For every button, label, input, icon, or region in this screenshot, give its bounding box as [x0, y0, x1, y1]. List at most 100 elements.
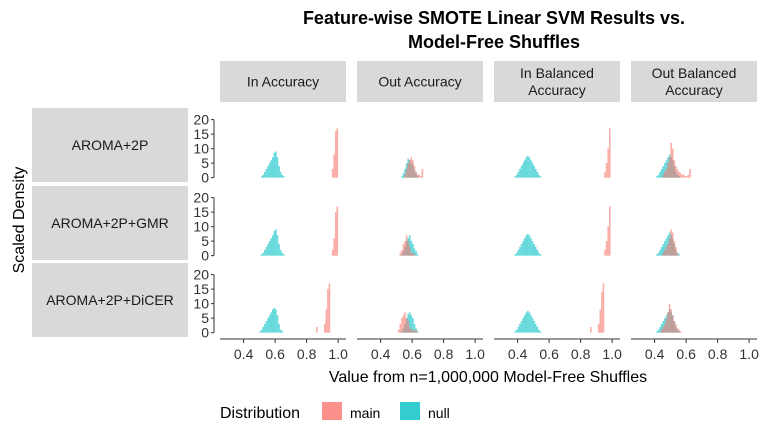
null-bar: [533, 244, 535, 256]
column-strip-box: [220, 61, 346, 102]
main-bar: [667, 312, 669, 333]
main-bar: [687, 174, 690, 178]
y-tick-label: 10: [193, 296, 209, 312]
main-bar: [604, 171, 606, 178]
y-tick-label: 0: [201, 248, 209, 264]
row-strip-box: [32, 186, 188, 260]
null-bar: [531, 318, 534, 333]
null-bar: [660, 323, 663, 333]
histogram-panel: [260, 128, 339, 178]
main-bar: [328, 283, 331, 333]
x-tick-label: 0.8: [434, 346, 454, 362]
null-bar: [678, 254, 680, 256]
column-strip-label: Out Balanced: [652, 65, 737, 81]
null-bar: [273, 152, 276, 178]
null-bar: [259, 331, 261, 333]
histogram-panel: [514, 283, 605, 333]
null-bar: [657, 174, 660, 178]
column-strip-box: [631, 61, 757, 102]
null-bar: [519, 168, 521, 178]
null-bar: [413, 248, 416, 256]
histogram-panel: [656, 229, 680, 256]
main-bar: [608, 206, 611, 256]
main-bar: [415, 171, 417, 178]
main-bar: [668, 303, 671, 333]
main-bar: [664, 171, 666, 178]
main-bar: [408, 326, 411, 333]
null-bar: [528, 235, 531, 256]
null-bar: [278, 166, 280, 178]
legend: Distribution main null: [220, 402, 450, 422]
null-bar: [520, 321, 523, 333]
x-tick-label: 0.8: [297, 346, 317, 362]
null-bar: [520, 166, 523, 178]
main-bar: [673, 160, 676, 178]
main-bar: [405, 235, 408, 256]
x-tick-label: 0.6: [402, 346, 422, 362]
x-tick-label: 1.0: [602, 346, 622, 362]
legend-key-main: [322, 402, 342, 420]
null-bar: [522, 241, 524, 256]
main-bar: [670, 229, 672, 256]
null-bar: [413, 323, 416, 333]
null-bar: [525, 312, 528, 333]
main-bar: [662, 326, 665, 333]
column-strip-label: Accuracy: [665, 82, 723, 98]
histogram-panel: [401, 157, 424, 178]
main-bar: [336, 206, 339, 256]
row-strip-box: [32, 108, 188, 182]
main-bar: [597, 323, 600, 333]
null-bar: [523, 160, 526, 178]
main-bar: [602, 283, 605, 333]
null-bar: [533, 166, 535, 178]
main-bar: [410, 252, 413, 256]
null-bar: [262, 326, 265, 333]
null-bar: [408, 312, 411, 333]
null-bar: [530, 315, 532, 333]
y-tick-label: 10: [193, 141, 209, 157]
null-bar: [264, 323, 266, 333]
y-tick-label: 15: [193, 281, 209, 297]
main-bar: [668, 238, 671, 256]
main-bar: [675, 246, 677, 256]
null-bar: [531, 163, 534, 178]
null-bar: [415, 251, 417, 256]
x-tick-label: 0.6: [265, 346, 285, 362]
main-bar: [412, 160, 414, 178]
histogram-panel: [259, 283, 331, 333]
null-bar: [538, 329, 540, 333]
null-bar: [659, 171, 661, 178]
null-bar: [520, 244, 523, 256]
null-bar: [516, 252, 518, 256]
main-bar: [407, 163, 409, 178]
y-tick-label: 0: [201, 170, 209, 186]
main-bar: [420, 176, 422, 178]
null-bar: [270, 312, 272, 333]
x-tick-label: 1.0: [328, 346, 348, 362]
null-bar: [416, 331, 419, 333]
main-bar: [668, 157, 671, 178]
x-axis-title: Value from n=1,000,000 Model-Free Shuffl…: [329, 369, 647, 386]
null-bar: [412, 244, 414, 256]
main-bar: [404, 241, 406, 256]
null-bar: [268, 241, 271, 256]
main-bar: [325, 309, 328, 333]
null-bar: [538, 174, 540, 178]
main-bar: [397, 329, 400, 333]
histogram-panel: [399, 235, 419, 256]
null-bar: [664, 163, 666, 178]
row-strip-label: AROMA+2P: [72, 137, 149, 153]
null-bar: [530, 160, 532, 178]
null-bar: [283, 176, 285, 178]
main-bar: [333, 238, 335, 256]
main-bar: [334, 212, 337, 256]
null-bar: [270, 160, 272, 178]
main-bar: [336, 128, 339, 178]
main-bar: [664, 323, 666, 333]
null-bar: [279, 329, 282, 333]
main-bar: [410, 157, 413, 178]
row-strip-label: AROMA+2P+DiCER: [46, 292, 174, 308]
null-bar: [404, 168, 406, 178]
null-bar: [530, 238, 532, 256]
histogram-panel: [656, 303, 682, 333]
